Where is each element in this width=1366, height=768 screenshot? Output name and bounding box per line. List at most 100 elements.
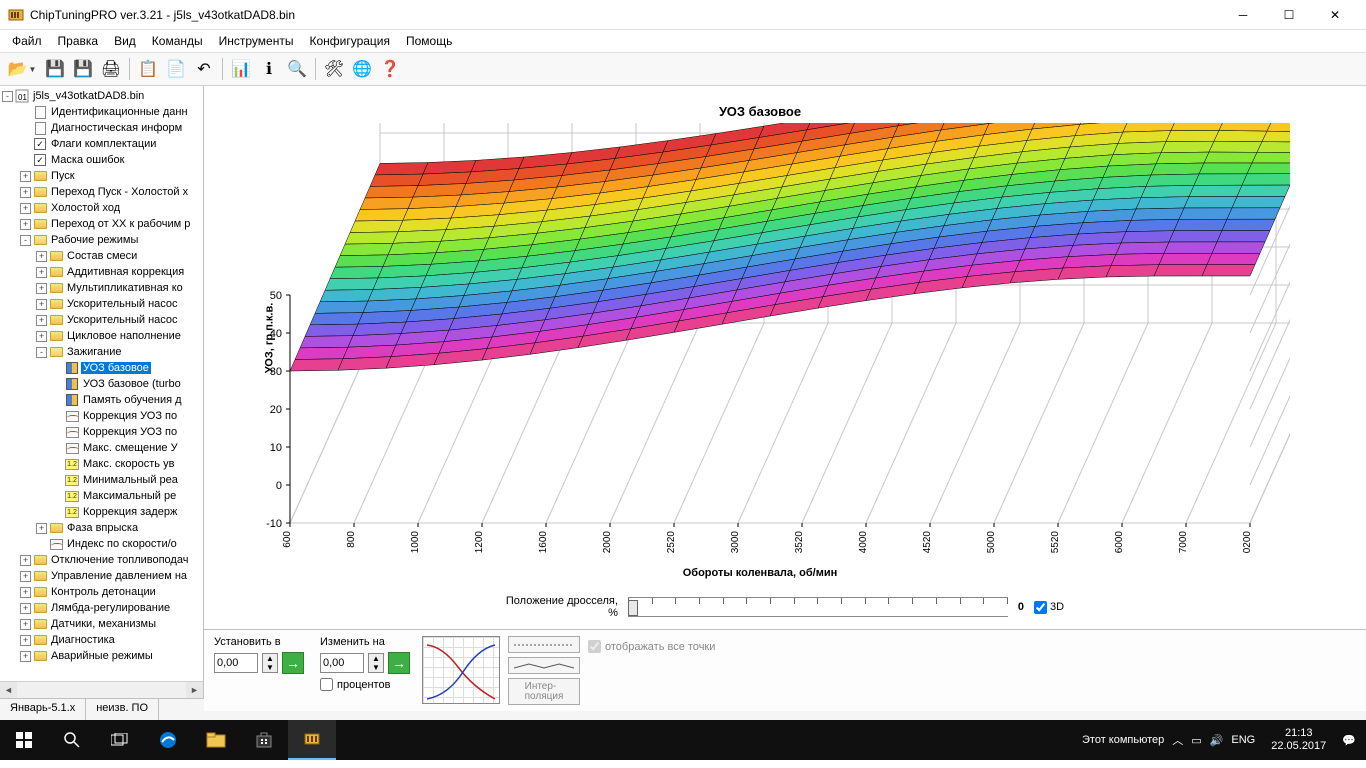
- percent-checkbox-input[interactable]: [320, 678, 333, 691]
- app-icon: [8, 7, 24, 23]
- tree-item[interactable]: +Аддитивная коррекция: [0, 264, 203, 280]
- search-icon[interactable]: 🔍: [284, 56, 310, 82]
- tree-item[interactable]: Коррекция УОЗ по: [0, 424, 203, 440]
- tree-item[interactable]: +Контроль детонации: [0, 584, 203, 600]
- change-apply-button[interactable]: →: [388, 652, 410, 674]
- tree-item[interactable]: +Состав смеси: [0, 248, 203, 264]
- tree-item[interactable]: +Холостой ход: [0, 200, 203, 216]
- menu-item[interactable]: Помощь: [398, 32, 460, 50]
- save-icon[interactable]: 💾: [42, 56, 68, 82]
- tray-chevron-icon[interactable]: ︿: [1172, 732, 1183, 748]
- tree-item[interactable]: Память обучения д: [0, 392, 203, 408]
- info-icon[interactable]: ℹ: [256, 56, 282, 82]
- tray-notifications-icon[interactable]: 💬: [1342, 734, 1356, 747]
- system-tray[interactable]: Этот компьютер ︿ ▭ 🔊 ENG 21:13 22.05.201…: [1072, 727, 1366, 753]
- tree-item[interactable]: +Датчики, механизмы: [0, 616, 203, 632]
- tree-item[interactable]: +Диагностика: [0, 632, 203, 648]
- change-value-input[interactable]: [320, 653, 364, 673]
- menu-item[interactable]: Вид: [106, 32, 144, 50]
- tree-item[interactable]: +Переход от ХХ к рабочим р: [0, 216, 203, 232]
- saveall-icon[interactable]: 💾: [70, 56, 96, 82]
- slider-thumb[interactable]: [628, 600, 638, 616]
- menu-item[interactable]: Правка: [50, 32, 107, 50]
- taskbar-store-icon[interactable]: [240, 720, 288, 760]
- mini-btn-2[interactable]: [508, 657, 580, 674]
- settings-icon[interactable]: 🛠: [321, 56, 347, 82]
- tray-clock[interactable]: 21:13 22.05.2017: [1263, 727, 1334, 753]
- tree-item[interactable]: -Зажигание: [0, 344, 203, 360]
- curve-icon: [65, 425, 79, 439]
- tree-item[interactable]: +Мультипликативная ко: [0, 280, 203, 296]
- tree-item[interactable]: Диагностическая информ: [0, 120, 203, 136]
- percent-checkbox[interactable]: процентов: [320, 678, 410, 691]
- start-button[interactable]: [0, 720, 48, 760]
- change-spin[interactable]: ▲▼: [368, 653, 384, 673]
- paste-icon[interactable]: 📄: [163, 56, 189, 82]
- tree-item[interactable]: -Рабочие режимы: [0, 232, 203, 248]
- svg-text:1200: 1200: [474, 531, 485, 553]
- taskview-icon[interactable]: [96, 720, 144, 760]
- menu-item[interactable]: Конфигурация: [301, 32, 398, 50]
- open-icon[interactable]: 📂▼: [4, 56, 40, 82]
- scroll-left-icon[interactable]: ◄: [0, 682, 17, 699]
- checkbox-3d[interactable]: 3D: [1034, 601, 1064, 614]
- tree-item[interactable]: Индекс по скорости/о: [0, 536, 203, 552]
- minimize-button[interactable]: ─: [1220, 0, 1266, 30]
- throttle-slider[interactable]: [628, 597, 1008, 617]
- menu-item[interactable]: Инструменты: [211, 32, 302, 50]
- tree-item[interactable]: +Управление давлением на: [0, 568, 203, 584]
- set-spin[interactable]: ▲▼: [262, 653, 278, 673]
- menu-item[interactable]: Файл: [4, 32, 50, 50]
- tree-item[interactable]: +Ускорительный насос: [0, 296, 203, 312]
- checkbox-3d-input[interactable]: [1034, 601, 1047, 614]
- interp-button[interactable]: Интер- поляция: [508, 678, 580, 705]
- tray-lang[interactable]: ENG: [1231, 734, 1255, 746]
- tree-item[interactable]: +Отключение топливоподач: [0, 552, 203, 568]
- scroll-right-icon[interactable]: ►: [186, 682, 203, 699]
- taskbar-app-icon[interactable]: [288, 720, 336, 760]
- set-apply-button[interactable]: →: [282, 652, 304, 674]
- tree-item[interactable]: УОЗ базовое: [0, 360, 203, 376]
- tree-item[interactable]: +Цикловое наполнение: [0, 328, 203, 344]
- tree-item[interactable]: 1.2Макс. скорость ув: [0, 456, 203, 472]
- tree-item[interactable]: +Ускорительный насос: [0, 312, 203, 328]
- copy-icon[interactable]: 📋: [135, 56, 161, 82]
- tree-item[interactable]: 1.2Минимальный реа: [0, 472, 203, 488]
- search-icon[interactable]: [48, 720, 96, 760]
- tree-item[interactable]: +Переход Пуск - Холостой х: [0, 184, 203, 200]
- svg-text:10: 10: [270, 442, 282, 454]
- tree-item[interactable]: УОЗ базовое (turbo: [0, 376, 203, 392]
- undo-icon[interactable]: ↶: [191, 56, 217, 82]
- tree-item[interactable]: ✓Флаги комплектации: [0, 136, 203, 152]
- globe-icon[interactable]: 🌐: [349, 56, 375, 82]
- tree-hscroll[interactable]: ◄ ►: [0, 681, 203, 698]
- tree-item[interactable]: Идентификационные данн: [0, 104, 203, 120]
- help-icon[interactable]: ❓: [377, 56, 403, 82]
- tree-item[interactable]: Макс. смещение У: [0, 440, 203, 456]
- tray-volume-icon[interactable]: 🔊: [1210, 734, 1224, 747]
- tree-item[interactable]: +Аварийные режимы: [0, 648, 203, 664]
- folder-icon: [49, 297, 63, 311]
- mini-btn-1[interactable]: [508, 636, 580, 653]
- maximize-button[interactable]: ☐: [1266, 0, 1312, 30]
- taskbar-edge-icon[interactable]: [144, 720, 192, 760]
- tree-item[interactable]: 1.2Максимальный ре: [0, 488, 203, 504]
- surface-3d-chart[interactable]: -100102030405060080010001200160020002520…: [230, 123, 1290, 553]
- tree-item[interactable]: ✓Маска ошибок: [0, 152, 203, 168]
- show-all-points-input[interactable]: [588, 640, 601, 653]
- menu-item[interactable]: Команды: [144, 32, 211, 50]
- curve-preview[interactable]: [422, 636, 500, 704]
- taskbar-explorer-icon[interactable]: [192, 720, 240, 760]
- tree-item[interactable]: +Фаза впрыска: [0, 520, 203, 536]
- show-all-points-checkbox[interactable]: отображать все точки: [588, 640, 715, 653]
- set-value-input[interactable]: [214, 653, 258, 673]
- tree-item[interactable]: Коррекция УОЗ по: [0, 408, 203, 424]
- tree-item[interactable]: +Лямбда-регулирование: [0, 600, 203, 616]
- tray-network-icon[interactable]: ▭: [1191, 734, 1201, 747]
- tree-root[interactable]: -01j5ls_v43otkatDAD8.bin: [0, 88, 203, 104]
- close-button[interactable]: ✕: [1312, 0, 1358, 30]
- tree-item[interactable]: 1.2Коррекция задерж: [0, 504, 203, 520]
- tree-item[interactable]: +Пуск: [0, 168, 203, 184]
- print-icon[interactable]: 🖨: [98, 56, 124, 82]
- chart-tool-icon[interactable]: 📊: [228, 56, 254, 82]
